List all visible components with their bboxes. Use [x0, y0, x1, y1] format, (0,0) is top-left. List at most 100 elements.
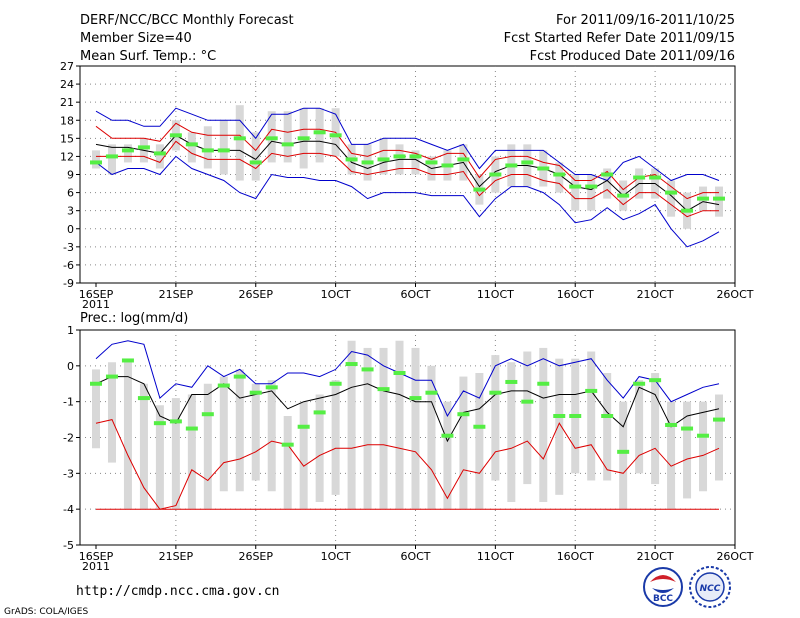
spread-box [235, 369, 244, 492]
y-tick-label: 18 [60, 114, 74, 127]
y-tick-label: 24 [60, 78, 74, 91]
median-marker [281, 142, 294, 147]
median-marker [297, 136, 310, 141]
spread-box [203, 383, 212, 510]
median-marker [521, 160, 534, 165]
y-tick-label: -5 [63, 539, 74, 552]
median-marker [553, 414, 566, 418]
x-tick-label: 26SEP [238, 550, 273, 563]
x-tick-label: 6OCT [400, 550, 430, 563]
median-marker [233, 374, 246, 379]
median-marker [249, 160, 262, 165]
spread-box [171, 398, 180, 510]
median-marker [553, 172, 566, 177]
spread-box [539, 347, 548, 502]
spread-box [715, 186, 723, 217]
median-marker [105, 154, 118, 159]
median-marker [121, 358, 134, 363]
x-tick-sublabel: 2011 [82, 560, 110, 573]
median-marker [409, 154, 422, 159]
spread-box [107, 144, 116, 175]
x-tick-label: 16OCT [557, 550, 594, 563]
median-marker [697, 433, 710, 438]
y-tick-label: 9 [67, 169, 74, 182]
series-line-min [95, 155, 720, 248]
median-marker [393, 154, 406, 159]
spread-box [139, 383, 148, 510]
median-marker [569, 184, 582, 189]
x-tick-label: 6OCT [400, 288, 430, 301]
spread-box [155, 405, 164, 510]
spread-box [331, 380, 340, 495]
spread-box [267, 380, 276, 492]
variable-label: Mean Surf. Temp.: °C [80, 49, 216, 64]
spread-box [235, 105, 244, 181]
median-marker [377, 387, 390, 392]
precip-title: Prec.: log(mm/d) [80, 311, 188, 326]
median-marker [137, 145, 150, 150]
x-tick-label: 16SEP [79, 288, 114, 301]
spread-box [123, 144, 132, 163]
chart-title: DERF/NCC/BCC Monthly Forecast [80, 13, 294, 28]
y-tick-label: 21 [60, 96, 74, 109]
median-marker [297, 424, 310, 429]
x-tick-label: 21SEP [159, 288, 194, 301]
median-marker [361, 367, 374, 372]
spread-box [251, 132, 260, 181]
y-tick-label: -4 [63, 503, 74, 516]
median-marker [217, 383, 230, 388]
spread-box [379, 347, 388, 510]
spread-box [251, 383, 260, 481]
spread-box [219, 120, 228, 175]
spread-box [715, 394, 723, 481]
x-tick-label: 26OCT [716, 288, 753, 301]
spread-box [619, 401, 628, 510]
spread-box [123, 362, 132, 510]
spread-box [507, 362, 516, 502]
spread-box [587, 174, 596, 211]
x-tick-sublabel: 2011 [82, 298, 110, 311]
y-tick-label: -1 [63, 396, 74, 409]
spread-box [491, 355, 500, 481]
median-marker [537, 166, 550, 171]
grads-credit: GrADS: COLA/IGES [4, 607, 88, 617]
forecast-started: Fcst Started Refer Date 2011/09/15 [504, 31, 735, 46]
spread-box [107, 362, 116, 463]
y-tick-label: 6 [67, 187, 74, 200]
median-marker [617, 449, 630, 454]
spread-box [427, 365, 436, 510]
series-line-max [95, 107, 720, 182]
median-marker [505, 379, 518, 384]
median-marker [329, 133, 342, 138]
series-line-upper [95, 122, 719, 200]
median-marker [265, 136, 278, 141]
y-tick-label: 15 [60, 132, 74, 145]
x-tick-label: 16OCT [557, 288, 594, 301]
median-marker [649, 175, 662, 180]
median-marker [521, 399, 534, 404]
median-marker [489, 390, 502, 395]
median-marker [665, 422, 678, 427]
median-marker [473, 424, 486, 429]
median-marker [425, 160, 438, 165]
median-marker [169, 419, 182, 424]
spread-box [219, 376, 228, 492]
spread-box [699, 401, 708, 492]
x-tick-label: 1OCT [321, 288, 351, 301]
spread-box [315, 394, 324, 502]
spread-box [635, 380, 644, 474]
spread-box [92, 369, 100, 449]
spread-box [283, 111, 292, 163]
median-marker [457, 412, 470, 417]
median-marker [329, 381, 342, 386]
median-marker [121, 148, 134, 153]
series-line-lower [95, 419, 720, 510]
spread-box [299, 401, 308, 510]
y-tick-label: 0 [67, 360, 74, 373]
y-tick-label: 27 [60, 60, 74, 73]
spread-box [555, 162, 564, 193]
median-marker [585, 184, 598, 189]
spread-box [683, 401, 692, 499]
